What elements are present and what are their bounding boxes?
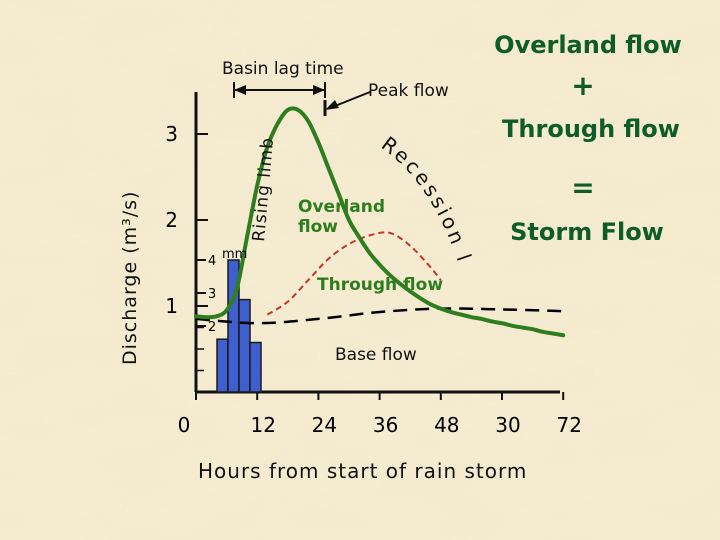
x-tick-label: 36 — [373, 413, 398, 437]
x-tick-label: 48 — [434, 413, 459, 437]
rainfall-axis-ticks: 4 3 2 — [196, 254, 216, 335]
base-flow-line — [195, 307, 564, 325]
overland-flow-label-line2: flow — [298, 217, 338, 237]
peak-pointer-head — [325, 100, 339, 110]
base-flow-label: Base flow — [335, 345, 417, 365]
basin-lag-label: Basin lag time — [222, 59, 344, 79]
y-axis-ticks: 1 2 3 — [165, 122, 208, 372]
basin-lag-arrow — [233, 82, 326, 98]
rainfall-bar — [238, 298, 251, 393]
x-tick-label: 24 — [312, 413, 337, 437]
through-flow-boundary-line — [266, 231, 442, 316]
x-axis-title: Hours from start of rain storm — [198, 459, 527, 483]
y-tick-label: 3 — [165, 122, 178, 146]
x-tick-label: 12 — [250, 413, 275, 437]
overland-flow-label-line1: Overland — [298, 197, 385, 217]
hydrograph-line — [194, 106, 566, 338]
rain-tick-label: 2 — [208, 320, 216, 335]
equation-through-flow: Through flow — [502, 115, 680, 143]
rain-tick-label: 4 — [208, 254, 216, 269]
equation-overland-flow: Overland flow — [494, 31, 682, 59]
through-flow-label: Through flow — [317, 275, 443, 295]
rain-tick-label: 3 — [208, 287, 216, 302]
y-axis-title: Discharge (m³/s) — [119, 191, 141, 365]
peak-flow-label: Peak flow — [368, 81, 449, 101]
x-axis-ticks: 0 12 24 36 48 30 72 — [178, 392, 582, 437]
storm-flow-equation: Overland flow + Through flow = Storm Flo… — [494, 31, 682, 246]
x-tick-label: 0 — [178, 413, 191, 437]
recession-limb-label: Recession limb — [0, 0, 477, 267]
overland-flow-label: Overland flow — [298, 197, 391, 237]
equation-plus: + — [571, 69, 594, 102]
x-tick-label: 72 — [556, 413, 581, 437]
rainfall-bar — [249, 341, 262, 393]
y-tick-label: 1 — [165, 294, 178, 318]
rising-limb-label: Rising limb — [249, 136, 278, 242]
y-tick-label: 2 — [165, 208, 178, 232]
rainfall-bars — [216, 259, 262, 393]
rainfall-axis-unit: mm — [222, 247, 247, 262]
equation-storm-flow: Storm Flow — [510, 218, 664, 246]
rainfall-bar — [216, 338, 229, 393]
x-tick-label: 30 — [495, 413, 520, 437]
equation-equals: = — [571, 171, 594, 204]
